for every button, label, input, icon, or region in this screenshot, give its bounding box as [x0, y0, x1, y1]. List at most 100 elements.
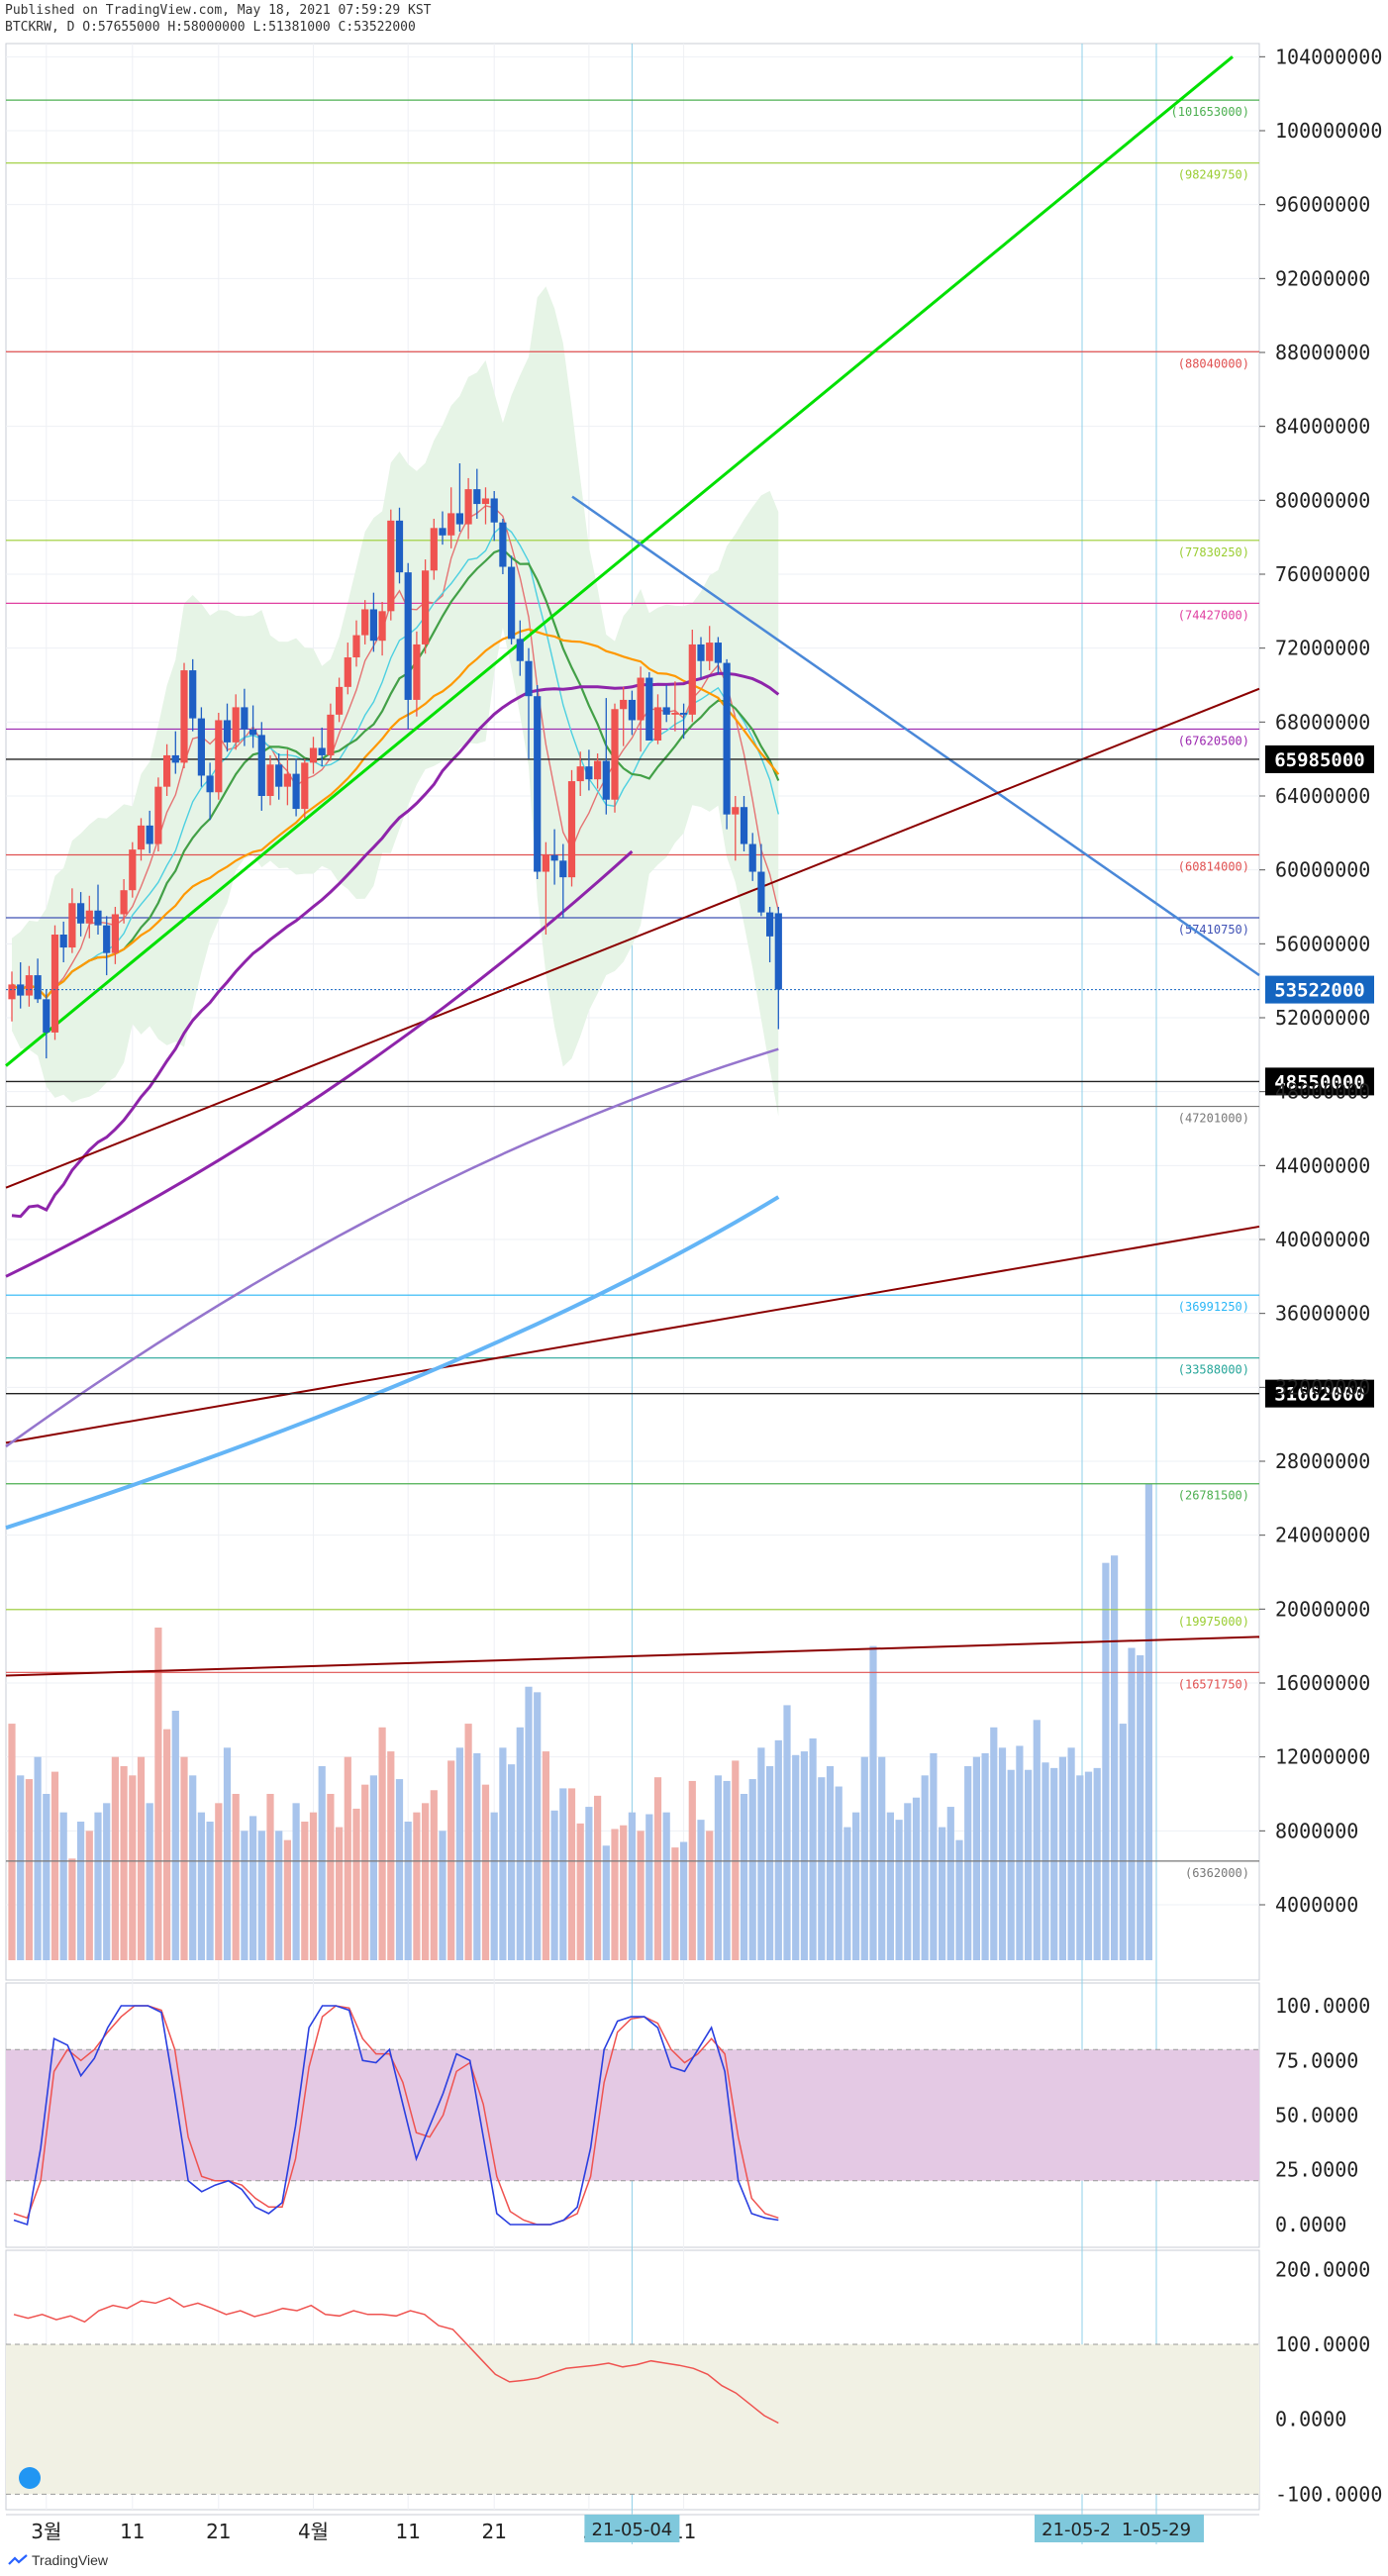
volume-bar	[783, 1705, 791, 1960]
volume-bar	[481, 1784, 490, 1960]
stochastic-y-label: 0.0000	[1275, 2213, 1346, 2236]
volume-bar	[189, 1775, 197, 1960]
candle-body	[774, 913, 782, 990]
volume-bar	[653, 1777, 662, 1960]
volume-bar	[766, 1766, 774, 1960]
volume-bar	[439, 1831, 446, 1960]
candle-body	[481, 498, 490, 505]
volume-bar	[1050, 1767, 1058, 1960]
volume-bar	[809, 1738, 817, 1960]
volume-bar	[869, 1645, 877, 1960]
candle-body	[637, 677, 644, 721]
x-tick-label: 21	[481, 2520, 506, 2543]
candle-body	[8, 984, 16, 1000]
stochastic-y-label: 50.0000	[1275, 2104, 1358, 2128]
candle-body	[111, 914, 119, 953]
symbol-ohlc: BTCKRW, D O:57655000 H:58000000 L:513810…	[5, 20, 416, 35]
volume-bar	[602, 1845, 610, 1960]
price-level-label: (26781500)	[1178, 1489, 1249, 1503]
volume-bar	[1102, 1562, 1110, 1960]
candle-body	[567, 781, 576, 878]
volume-bar	[706, 1831, 714, 1960]
candle-body	[499, 522, 507, 567]
volume-bar	[723, 1780, 731, 1960]
candle-body	[602, 760, 610, 800]
candle-body	[473, 489, 481, 505]
candle-body	[361, 609, 369, 636]
y-tick-label: 100000000	[1275, 119, 1382, 143]
stochastic-y-label: 25.0000	[1275, 2158, 1358, 2182]
volume-bar	[137, 1756, 146, 1960]
candle-body	[422, 570, 430, 644]
candle-body	[525, 660, 533, 697]
bollinger-band	[12, 286, 779, 1117]
black-level-label: 48550000	[1274, 1071, 1365, 1093]
volume-bar	[714, 1775, 722, 1960]
oscillator-y-label: -100.0000	[1275, 2482, 1382, 2506]
volume-bar	[637, 1831, 644, 1960]
volume-bar	[904, 1803, 912, 1960]
volume-bar	[680, 1841, 688, 1960]
candle-body	[146, 825, 153, 844]
volume-bar	[455, 1747, 463, 1960]
volume-bar	[1067, 1747, 1075, 1960]
candle-body	[94, 910, 102, 926]
volume-bar	[404, 1822, 412, 1960]
candle-body	[34, 975, 42, 1000]
volume-bar	[912, 1797, 921, 1960]
volume-bar	[499, 1747, 507, 1960]
volume-bar	[516, 1727, 524, 1960]
oscillator-band	[6, 2344, 1259, 2495]
candle-body	[232, 707, 240, 743]
price-level-label: (6362000)	[1185, 1866, 1249, 1880]
candle-body	[68, 903, 76, 948]
volume-bar	[946, 1807, 954, 1960]
volume-bar	[1144, 1483, 1152, 1960]
candle-body	[369, 609, 377, 642]
candle-body	[206, 775, 214, 793]
volume-bar	[1076, 1775, 1084, 1960]
candle-body	[25, 975, 33, 996]
volume-bar	[197, 1812, 205, 1960]
volume-bar	[129, 1775, 137, 1960]
volume-bar	[981, 1752, 989, 1960]
footer: TradingView	[8, 2552, 108, 2568]
price-level-label: (36991250)	[1178, 1300, 1249, 1314]
volume-bar	[120, 1766, 128, 1960]
candle-body	[534, 696, 542, 872]
volume-bar	[163, 1729, 171, 1960]
candle-body	[50, 935, 59, 1033]
volume-bar	[990, 1727, 998, 1960]
black-level-label: 31662000	[1274, 1384, 1365, 1406]
trendline-darkred	[5, 687, 1260, 1189]
volume-bar	[1007, 1769, 1015, 1960]
candle-body	[559, 860, 567, 878]
volume-bar	[878, 1756, 886, 1960]
volume-bar	[800, 1751, 808, 1960]
candle-body	[266, 764, 274, 796]
trendline-blue	[571, 495, 1260, 977]
price-level-label: (33588000)	[1178, 1363, 1249, 1377]
stochastic-y-label: 75.0000	[1275, 2048, 1358, 2072]
volume-bar	[25, 1779, 33, 1960]
candle-body	[223, 720, 232, 743]
volume-bar	[490, 1812, 498, 1960]
candle-body	[129, 849, 137, 891]
volume-bar	[757, 1747, 765, 1960]
y-tick-label: 52000000	[1275, 1006, 1370, 1030]
candle-body	[542, 854, 549, 872]
price-level-label: (47201000)	[1178, 1112, 1249, 1126]
oscillator-line	[13, 2297, 779, 2425]
candle-body	[344, 657, 351, 687]
stochastic-k-line	[13, 2005, 779, 2227]
candle-body	[257, 735, 265, 796]
volume-bar	[567, 1788, 576, 1960]
price-level-label: (98249750)	[1178, 168, 1249, 182]
candle-body	[77, 903, 85, 924]
volume-bar	[34, 1756, 42, 1960]
candle-body	[550, 854, 558, 861]
price-level-label: (19975000)	[1178, 1615, 1249, 1629]
volume-bar	[387, 1751, 395, 1960]
main-pane	[5, 43, 1260, 1981]
